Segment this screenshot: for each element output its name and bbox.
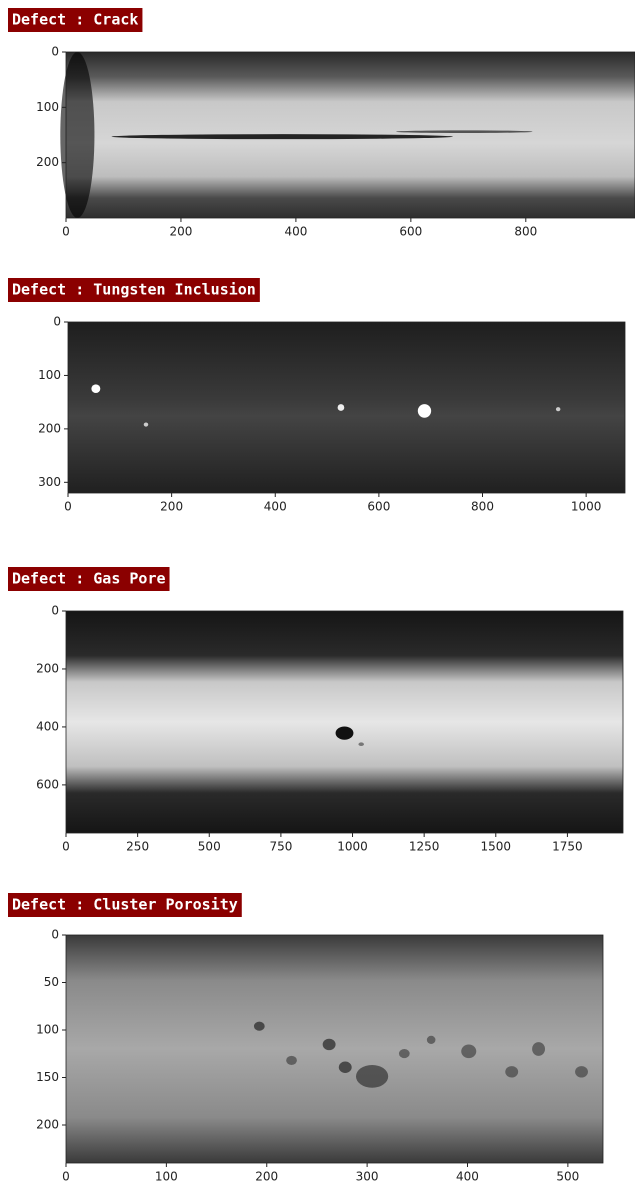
x-tick-label: 250	[126, 840, 149, 854]
image-feature	[398, 1049, 410, 1059]
image-feature	[335, 726, 354, 740]
x-tick-label: 500	[556, 1170, 579, 1184]
x-tick-label: 500	[198, 840, 221, 854]
y-tick-label: 0	[51, 928, 59, 942]
image-feature	[417, 404, 432, 418]
axes-frame	[65, 934, 604, 1164]
defect-label: Defect : Cluster Porosity	[12, 896, 238, 914]
x-tick-label: 1000	[337, 840, 368, 854]
xray-image	[68, 322, 625, 493]
image-feature	[91, 384, 101, 393]
y-tick-label: 0	[51, 604, 59, 618]
x-tick-label: 100	[155, 1170, 178, 1184]
y-tick-label: 200	[38, 421, 61, 435]
y-tick-label: 600	[36, 777, 59, 791]
y-tick-label: 400	[36, 719, 59, 733]
image-feature	[286, 1055, 297, 1065]
label-background	[8, 8, 143, 32]
y-tick-label: 0	[51, 45, 59, 59]
defect-label: Defect : Gas Pore	[12, 570, 166, 588]
x-tick-label: 0	[62, 225, 70, 239]
axes-frame	[67, 321, 626, 494]
x-tick-label: 200	[169, 225, 192, 239]
image-feature	[337, 404, 345, 411]
x-tick-label: 600	[399, 225, 422, 239]
xray-image	[66, 611, 623, 833]
x-tick-label: 0	[62, 840, 70, 854]
y-tick-label: 0	[53, 315, 61, 329]
label-background	[8, 278, 260, 302]
x-tick-label: 1000	[571, 500, 602, 514]
x-tick-label: 300	[356, 1170, 379, 1184]
image-feature	[426, 1035, 436, 1044]
image-feature	[253, 1021, 265, 1031]
image-feature	[396, 130, 533, 134]
image-feature	[355, 1064, 389, 1088]
x-tick-label: 400	[456, 1170, 479, 1184]
image-feature	[358, 742, 364, 746]
image-feature	[338, 1061, 352, 1073]
y-tick-label: 100	[36, 1023, 59, 1037]
label-background	[8, 567, 170, 591]
image-feature	[461, 1044, 477, 1059]
y-tick-label: 200	[36, 155, 59, 169]
image-feature	[575, 1066, 588, 1078]
defect-label: Defect : Tungsten Inclusion	[12, 281, 256, 299]
x-tick-label: 1500	[481, 840, 512, 854]
y-tick-label: 100	[38, 368, 61, 382]
y-tick-label: 200	[36, 1118, 59, 1132]
defect-label: Defect : Crack	[12, 11, 138, 29]
image-feature	[505, 1066, 519, 1078]
x-tick-label: 0	[64, 500, 72, 514]
x-tick-label: 1750	[552, 840, 583, 854]
x-tick-label: 800	[514, 225, 537, 239]
x-tick-label: 400	[284, 225, 307, 239]
y-tick-label: 200	[36, 661, 59, 675]
x-tick-label: 200	[255, 1170, 278, 1184]
axes-frame	[65, 51, 635, 219]
y-tick-label: 50	[44, 975, 59, 989]
x-tick-label: 600	[367, 500, 390, 514]
xray-image	[66, 935, 603, 1163]
image-feature	[532, 1042, 546, 1056]
image-feature	[143, 422, 149, 427]
image-feature	[322, 1038, 336, 1051]
y-tick-label: 300	[38, 475, 61, 489]
y-tick-label: 150	[36, 1070, 59, 1084]
image-feature	[111, 134, 453, 140]
y-tick-label: 100	[36, 100, 59, 114]
x-tick-label: 400	[264, 500, 287, 514]
image-feature	[555, 407, 561, 412]
x-tick-label: 200	[160, 500, 183, 514]
label-background	[8, 893, 242, 917]
x-tick-label: 0	[62, 1170, 70, 1184]
x-tick-label: 1250	[409, 840, 440, 854]
x-tick-label: 800	[471, 500, 494, 514]
image-feature	[60, 52, 95, 218]
axes-frame	[65, 610, 624, 834]
x-tick-label: 750	[269, 840, 292, 854]
